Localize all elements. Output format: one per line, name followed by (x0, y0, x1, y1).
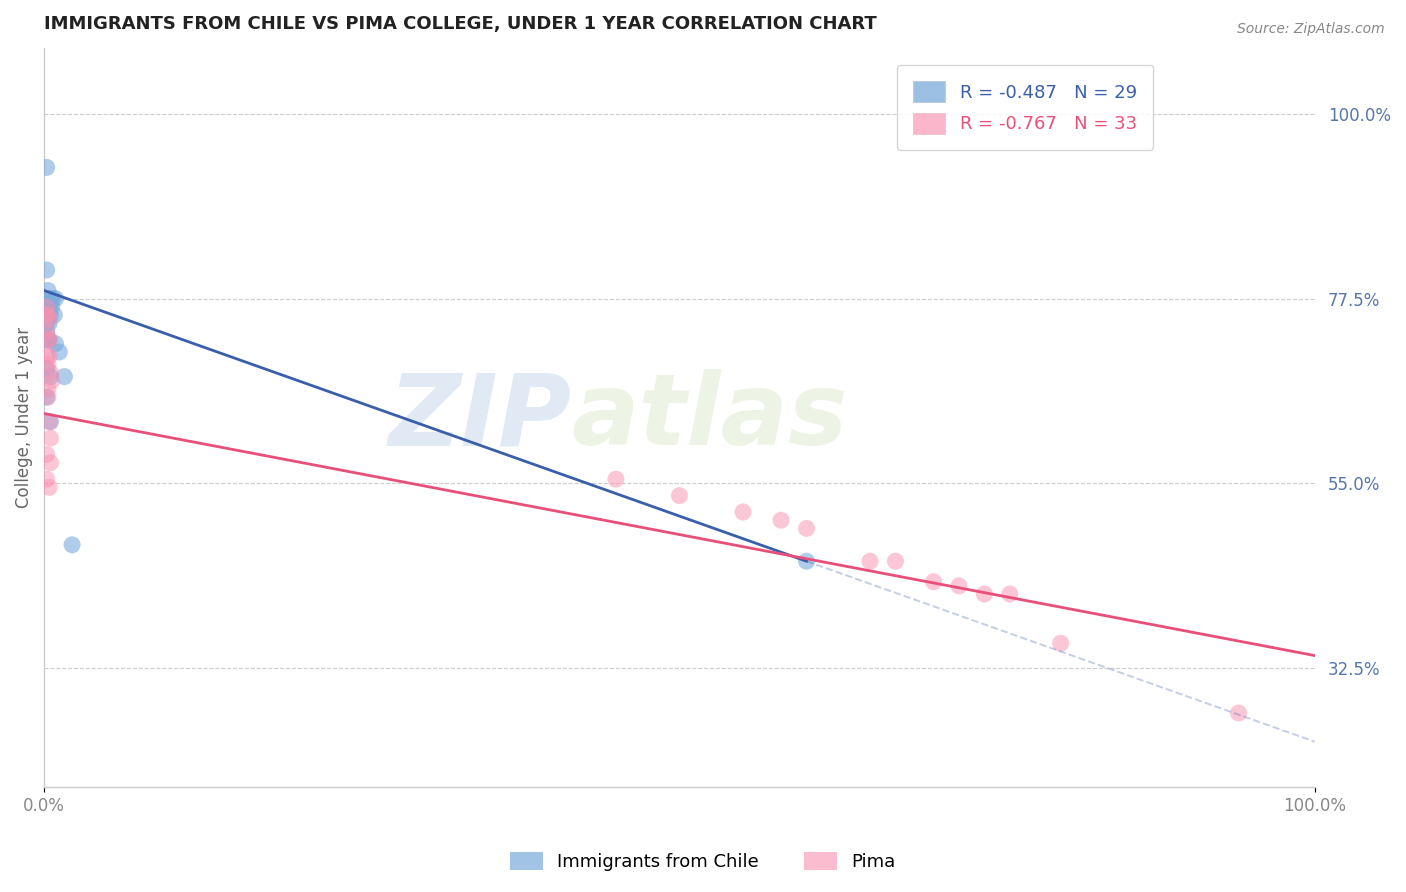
Point (35, 300, 58, 314)
Point (37, 357, 59, 371)
Point (39, 415, 62, 429)
Point (922, 574, 945, 589)
Point (38, 349, 60, 363)
Point (605, 472, 627, 486)
Point (38, 316, 60, 330)
Point (38, 415, 60, 429)
Point (859, 554, 882, 568)
Point (38, 312, 60, 326)
Point (38, 333, 60, 347)
Point (796, 554, 818, 568)
Point (39, 308, 62, 322)
Point (44, 308, 66, 322)
Point (35, 361, 58, 376)
Point (42, 292, 65, 306)
Point (60, 538, 83, 552)
Point (796, 521, 818, 535)
Point (35, 390, 58, 404)
Point (37, 284, 59, 298)
Point (770, 513, 793, 527)
Point (35, 448, 58, 462)
Point (38, 292, 60, 306)
Point (35, 325, 58, 339)
Point (39, 369, 62, 384)
Point (37, 382, 59, 396)
Point (48, 345, 70, 359)
Point (45, 336, 67, 351)
Point (37, 333, 59, 347)
Text: Source: ZipAtlas.com: Source: ZipAtlas.com (1237, 22, 1385, 37)
Point (53, 369, 76, 384)
Point (38, 480, 60, 494)
Point (35, 349, 58, 363)
Point (39, 456, 62, 470)
Legend: R = -0.487   N = 29, R = -0.767   N = 33: R = -0.487 N = 29, R = -0.767 N = 33 (897, 65, 1153, 150)
Point (1049, 636, 1071, 650)
Text: atlas: atlas (571, 369, 848, 467)
Point (35, 325, 58, 339)
Y-axis label: College, Under 1 year: College, Under 1 year (15, 327, 32, 508)
Text: ZIP: ZIP (388, 369, 571, 467)
Point (998, 587, 1021, 601)
Point (39, 431, 62, 445)
Point (39, 366, 62, 380)
Point (38, 333, 60, 347)
Point (41, 374, 63, 388)
Point (884, 554, 907, 568)
Point (38, 300, 60, 314)
Point (973, 587, 995, 601)
Point (39, 292, 62, 306)
Point (37, 390, 59, 404)
Point (35, 161, 58, 175)
Point (35, 263, 58, 277)
Point (37, 308, 59, 322)
Point (668, 489, 690, 503)
Point (41, 300, 63, 314)
Point (35, 308, 58, 322)
Point (948, 579, 970, 593)
Legend: Immigrants from Chile, Pima: Immigrants from Chile, Pima (503, 845, 903, 879)
Point (1227, 706, 1250, 720)
Point (35, 472, 58, 486)
Point (37, 333, 59, 347)
Text: IMMIGRANTS FROM CHILE VS PIMA COLLEGE, UNDER 1 YEAR CORRELATION CHART: IMMIGRANTS FROM CHILE VS PIMA COLLEGE, U… (44, 15, 877, 33)
Point (45, 292, 67, 306)
Point (35, 316, 58, 330)
Point (35, 308, 58, 322)
Point (35, 300, 58, 314)
Point (731, 505, 754, 519)
Point (37, 308, 59, 322)
Point (35, 333, 58, 347)
